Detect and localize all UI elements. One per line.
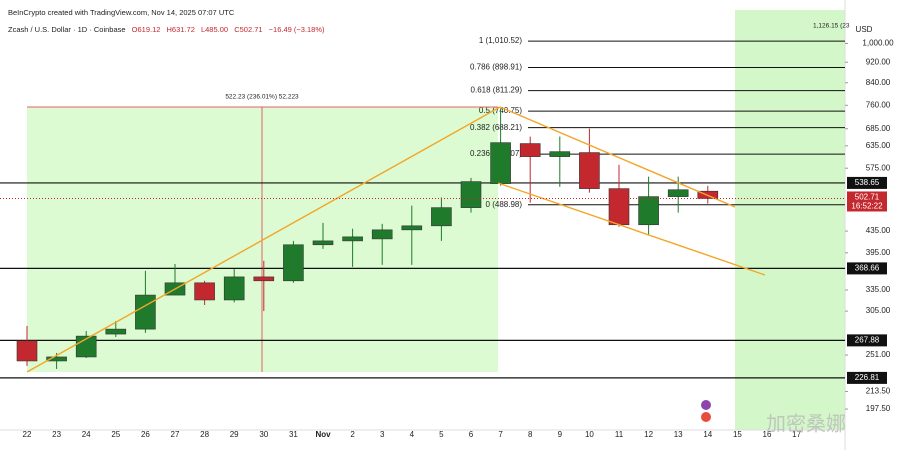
x-tick-label: 11: [615, 430, 624, 439]
fib-label: 0 (488.98): [486, 200, 523, 209]
ohlc: H631.72: [166, 25, 195, 34]
y-tick-label: 1,000.00: [862, 39, 894, 48]
y-tick-label: 197.50: [866, 404, 891, 413]
candle-body: [549, 151, 571, 157]
target-zone: [735, 10, 845, 430]
x-tick-label: 6: [469, 430, 474, 439]
x-tick-label: 30: [259, 430, 268, 439]
y-tick-label: 575.00: [866, 163, 891, 172]
x-tick-label: 12: [644, 430, 653, 439]
fib-label: 1 (1,010.52): [479, 36, 522, 45]
watermark: 加密桑娜: [766, 412, 846, 435]
candle-body: [638, 196, 659, 226]
candle-body: [135, 294, 156, 330]
x-tick-label: 23: [52, 430, 61, 439]
measure-label: 522.23 (236.01%) 52,223: [225, 94, 299, 101]
candle-body: [431, 207, 452, 227]
fib-label: 0.382 (688.21): [470, 123, 522, 132]
x-tick-label: 15: [733, 430, 742, 439]
x-tick-label: 9: [558, 430, 563, 439]
ohlc: L485.00: [200, 25, 229, 34]
candle-body: [490, 142, 511, 184]
x-tick-label: 7: [498, 430, 503, 439]
change: −16.49 (−3.18%): [268, 25, 325, 34]
fib-label: 0.786 (898.91): [470, 63, 522, 72]
candle-body: [105, 328, 127, 335]
level-label: 368.66: [855, 264, 880, 273]
candle-body: [667, 189, 689, 197]
candle-body: [579, 152, 600, 189]
candle-body: [460, 181, 482, 208]
candle-body: [223, 276, 245, 301]
candle-body: [194, 282, 215, 301]
x-tick-label: 10: [585, 430, 594, 439]
currency: USD: [856, 25, 873, 34]
level-label: 538.65: [855, 178, 880, 187]
level-box: [847, 176, 887, 189]
y-tick-label: 305.00: [866, 306, 891, 315]
x-tick-label: 24: [82, 430, 91, 439]
candle-body: [283, 244, 304, 282]
level-box: [847, 262, 887, 275]
candle-body: [519, 143, 541, 157]
candle-body: [342, 236, 363, 242]
x-tick-label: 4: [410, 430, 415, 439]
x-tick-label: 25: [111, 430, 120, 439]
icon: [701, 412, 711, 422]
trendline: [26, 106, 501, 373]
candle-body: [253, 276, 275, 282]
y-tick-label: 251.00: [866, 350, 891, 359]
icon: [701, 400, 711, 410]
level-box: [847, 334, 887, 347]
level-label: 226.81: [855, 373, 880, 382]
x-tick-label: 16: [763, 430, 772, 439]
candle-body: [46, 356, 67, 362]
y-tick-label: 840.00: [866, 78, 891, 87]
ohlc: C502.71: [234, 25, 263, 34]
y-tick-label: 213.50: [866, 387, 891, 396]
countdown: 16:52:22: [851, 202, 883, 211]
y-tick-label: 395.00: [866, 248, 891, 257]
symbol-line: Zcash / U.S. Dollar · 1D · Coinbase O619…: [8, 21, 329, 38]
credit: BeInCrypto created with TradingView.com,…: [8, 8, 235, 17]
target-label: 1,126.15 (23: [813, 23, 850, 30]
x-tick-label: 29: [230, 430, 239, 439]
candle-body: [16, 340, 38, 362]
x-tick-label: 14: [703, 430, 712, 439]
y-tick-label: 435.00: [866, 226, 891, 235]
last-price: 502.71: [855, 193, 880, 202]
level-label: 267.88: [855, 335, 880, 344]
x-tick-label: 2: [350, 430, 355, 439]
price-box: [847, 191, 887, 212]
header: BeInCrypto created with TradingView.com,…: [8, 4, 329, 38]
level-box: [847, 371, 887, 384]
y-tick-label: 760.00: [866, 100, 891, 109]
x-tick-label: 27: [171, 430, 180, 439]
y-tick-label: 685.00: [866, 124, 891, 133]
x-tick-label: Nov: [315, 430, 331, 439]
x-tick-label: 8: [528, 430, 533, 439]
x-tick-label: 17: [792, 430, 801, 439]
ohlc: O619.12: [131, 25, 161, 34]
x-tick-label: 31: [289, 430, 298, 439]
x-tick-label: 3: [380, 430, 385, 439]
symbol: Zcash / U.S. Dollar · 1D · Coinbase: [8, 25, 126, 34]
x-tick-label: 5: [439, 430, 444, 439]
x-tick-label: 26: [141, 430, 150, 439]
x-tick-label: 13: [674, 430, 683, 439]
x-tick-label: 22: [23, 430, 32, 439]
candle-body: [312, 240, 334, 246]
x-tick-label: 28: [200, 430, 209, 439]
trendline: [499, 106, 736, 208]
candle-body: [401, 225, 423, 231]
fib-label: 0.618 (811.29): [471, 86, 523, 95]
candle-body: [371, 229, 393, 240]
candle-body: [608, 188, 630, 226]
y-tick-label: 635.00: [866, 141, 891, 150]
y-tick-label: 920.00: [866, 57, 891, 66]
y-tick-label: 335.00: [866, 285, 891, 294]
trendline: [497, 182, 766, 276]
